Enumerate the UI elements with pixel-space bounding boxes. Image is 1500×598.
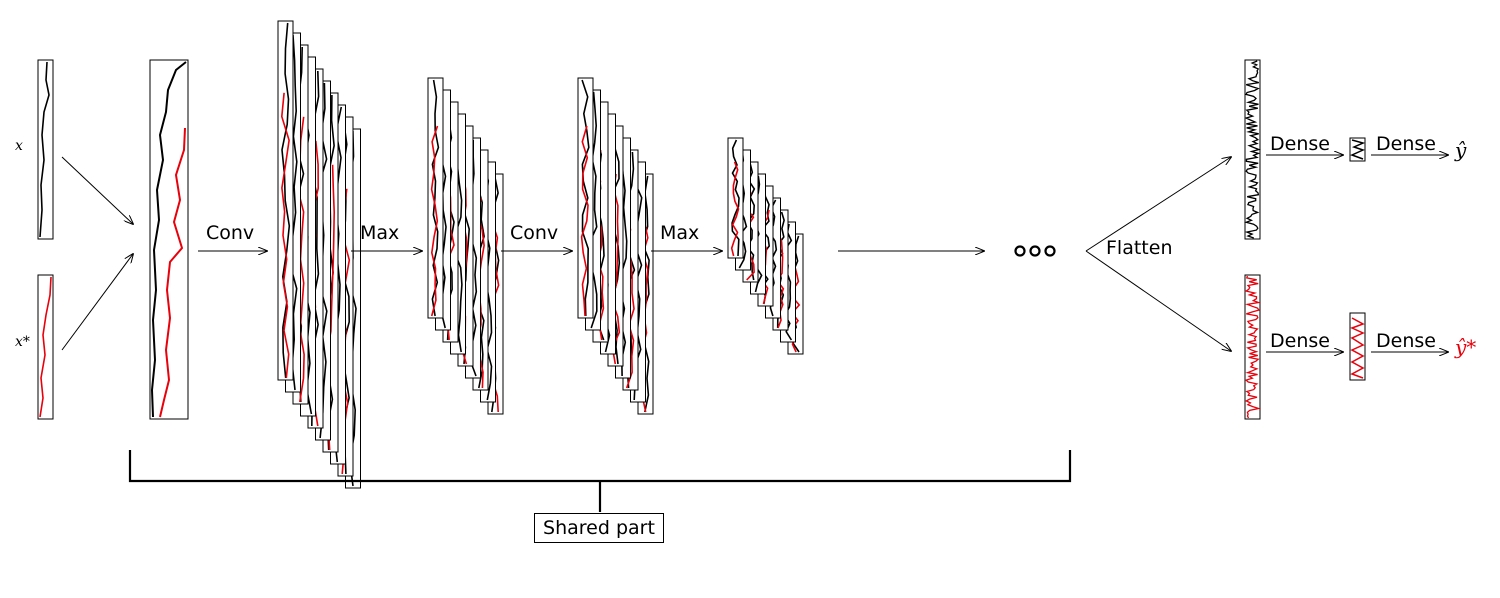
output-y-hat: ŷ	[1454, 138, 1467, 162]
conv2-label: Conv	[510, 222, 558, 244]
conv1-feature-maps	[277, 20, 361, 489]
arrow-flatten-top	[1085, 157, 1231, 252]
feature-trace	[619, 139, 628, 377]
concatenated-input-panel	[149, 59, 189, 420]
arrow-x-to-concat	[61, 156, 133, 224]
feature-map	[727, 137, 744, 259]
max1-feature-maps	[427, 77, 504, 415]
ellipsis-icon	[1014, 245, 1056, 257]
output-y-hat-star: ŷ*	[1454, 335, 1476, 359]
feature-trace	[588, 91, 598, 329]
feature-trace-red	[430, 125, 439, 317]
conv1-label: Conv	[206, 222, 254, 244]
dense-bottom-2-label: Dense	[1376, 330, 1436, 352]
feature-trace-red	[730, 161, 740, 257]
feature-trace	[581, 79, 590, 317]
feature-trace	[288, 34, 298, 391]
feature-trace	[641, 175, 650, 413]
dense-top-2-label: Dense	[1376, 133, 1436, 155]
feature-trace-red	[280, 92, 290, 379]
flattened-vector-top	[1244, 59, 1261, 240]
input-x-star-panel	[37, 274, 54, 420]
dense-top-vector	[1349, 137, 1366, 162]
conv2-feature-maps	[577, 77, 654, 415]
shared-part-bracket	[128, 450, 1072, 512]
feature-trace-red	[611, 173, 621, 365]
dense-top-1-label: Dense	[1270, 133, 1330, 155]
input-x-label: x	[15, 138, 23, 154]
arrow-x-star-to-concat	[61, 254, 133, 351]
input-x-panel	[37, 59, 54, 240]
dense-bottom-1-label: Dense	[1270, 330, 1330, 352]
feature-trace	[281, 22, 291, 379]
max1-label: Max	[360, 222, 399, 244]
flattened-vector-bottom	[1244, 274, 1262, 420]
flatten-label: Flatten	[1106, 237, 1172, 259]
input-x-star-label: x*	[15, 334, 30, 350]
max2-feature-maps	[727, 137, 804, 355]
feature-trace-red	[580, 125, 589, 317]
arrow-flatten-bottom	[1085, 250, 1231, 351]
shared-part-label: Shared part	[534, 513, 664, 543]
max2-label: Max	[660, 222, 699, 244]
dense-bottom-vector	[1349, 312, 1366, 381]
